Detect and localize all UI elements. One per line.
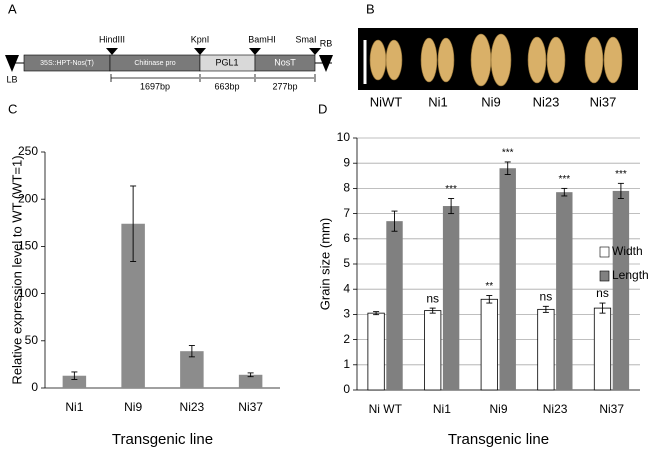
panel-label: D — [318, 101, 327, 116]
x-tick-label: Ni9 — [489, 402, 507, 416]
x-tick-label: Ni37 — [599, 402, 624, 416]
significance-label: *** — [445, 184, 457, 195]
panel-label: C — [8, 101, 17, 116]
y-tick-label: 3 — [343, 307, 350, 321]
significance-label: ** — [485, 281, 493, 292]
site-label: SmaI — [295, 34, 316, 44]
y-tick-label: 4 — [343, 281, 350, 295]
x-axis-title: Transgenic line — [448, 431, 549, 448]
y-tick-label: 5 — [343, 256, 350, 270]
site-label: HindIII — [99, 34, 125, 44]
grain-photo: NiWT Ni1 Ni9 Ni23 Ni37 — [358, 28, 638, 109]
y-tick-label: 10 — [337, 130, 351, 144]
site-label: BamHI — [248, 34, 276, 44]
segment-label: Chitinase pro — [134, 60, 175, 67]
y-tick-label: 100 — [18, 286, 38, 300]
x-tick-label: Ni23 — [543, 402, 568, 416]
site-label: KpnI — [191, 34, 210, 44]
y-tick-label: 200 — [18, 191, 38, 205]
y-tick-label: 1 — [343, 357, 350, 371]
significance-label: *** — [502, 148, 514, 159]
x-tick-label: Ni9 — [124, 400, 142, 414]
x-tick-label: Ni1 — [65, 400, 83, 414]
bar — [424, 310, 442, 391]
border-label: RB — [320, 38, 333, 48]
y-tick-label: 6 — [343, 231, 350, 245]
length-label: 277bp — [272, 81, 297, 91]
bar — [556, 192, 573, 390]
y-tick-label: 0 — [31, 380, 38, 394]
significance-label: ns — [596, 286, 609, 300]
photo-label: Ni9 — [481, 94, 501, 109]
legend-swatch — [599, 270, 610, 282]
bar — [442, 206, 460, 390]
legend-label: Width — [612, 244, 643, 258]
legend-swatch — [599, 246, 610, 258]
photo-label: Ni37 — [590, 94, 617, 109]
x-tick-label: Ni WT — [369, 402, 403, 416]
significance-label: ns — [540, 290, 553, 304]
y-axis-title: Grain size (mm) — [317, 218, 332, 310]
site-marker — [194, 48, 206, 55]
site-marker — [249, 48, 261, 55]
bar — [537, 308, 555, 391]
bar — [121, 223, 145, 388]
panel-label: A — [8, 1, 17, 16]
site-marker — [309, 48, 321, 55]
photo-label: Ni23 — [533, 94, 560, 109]
panel-label: B — [366, 1, 375, 16]
significance-label: *** — [558, 174, 570, 185]
site-marker — [106, 48, 118, 55]
y-tick-label: 50 — [25, 333, 39, 347]
bar — [480, 298, 498, 391]
segment-label: PGL1 — [215, 57, 238, 67]
border-label: LB — [6, 74, 17, 84]
y-tick-label: 7 — [343, 206, 350, 220]
bar — [612, 190, 630, 390]
significance-label: ns — [426, 291, 439, 305]
border-marker — [319, 55, 333, 72]
x-tick-label: Ni23 — [180, 400, 205, 414]
construct: LB RB 35S::HPT-Nos(T) Chitinase pro PGL1… — [5, 34, 333, 91]
bar — [367, 312, 385, 391]
y-axis-title: Relative expression level to WT (WT=1) — [9, 155, 24, 384]
y-tick-label: 150 — [18, 239, 38, 253]
length-arrows — [110, 74, 316, 82]
segment-label: 35S::HPT-Nos(T) — [40, 60, 94, 67]
segment-box — [254, 54, 316, 72]
bar — [62, 375, 87, 388]
bar — [180, 351, 204, 388]
bar — [238, 374, 263, 388]
significance-label: *** — [615, 169, 627, 180]
length-label: 1697bp — [140, 81, 170, 91]
y-tick-label: 0 — [343, 382, 350, 396]
y-tick-label: 8 — [343, 181, 350, 195]
bar — [386, 221, 403, 390]
length-label: 663bp — [214, 81, 239, 91]
photo-label: Ni1 — [428, 94, 448, 109]
bar — [593, 307, 612, 391]
y-tick-label: 9 — [343, 155, 350, 169]
x-axis-title: Transgenic line — [112, 431, 213, 448]
x-tick-label: Ni1 — [433, 402, 451, 416]
legend-label: Length — [612, 268, 649, 282]
x-tick-label: Ni37 — [238, 400, 263, 414]
photo-label: NiWT — [370, 94, 403, 109]
border-marker — [5, 55, 19, 72]
bar — [499, 168, 516, 390]
y-tick-label: 2 — [343, 332, 350, 346]
y-tick-label: 250 — [18, 144, 38, 158]
segment-label: NosT — [274, 57, 296, 67]
